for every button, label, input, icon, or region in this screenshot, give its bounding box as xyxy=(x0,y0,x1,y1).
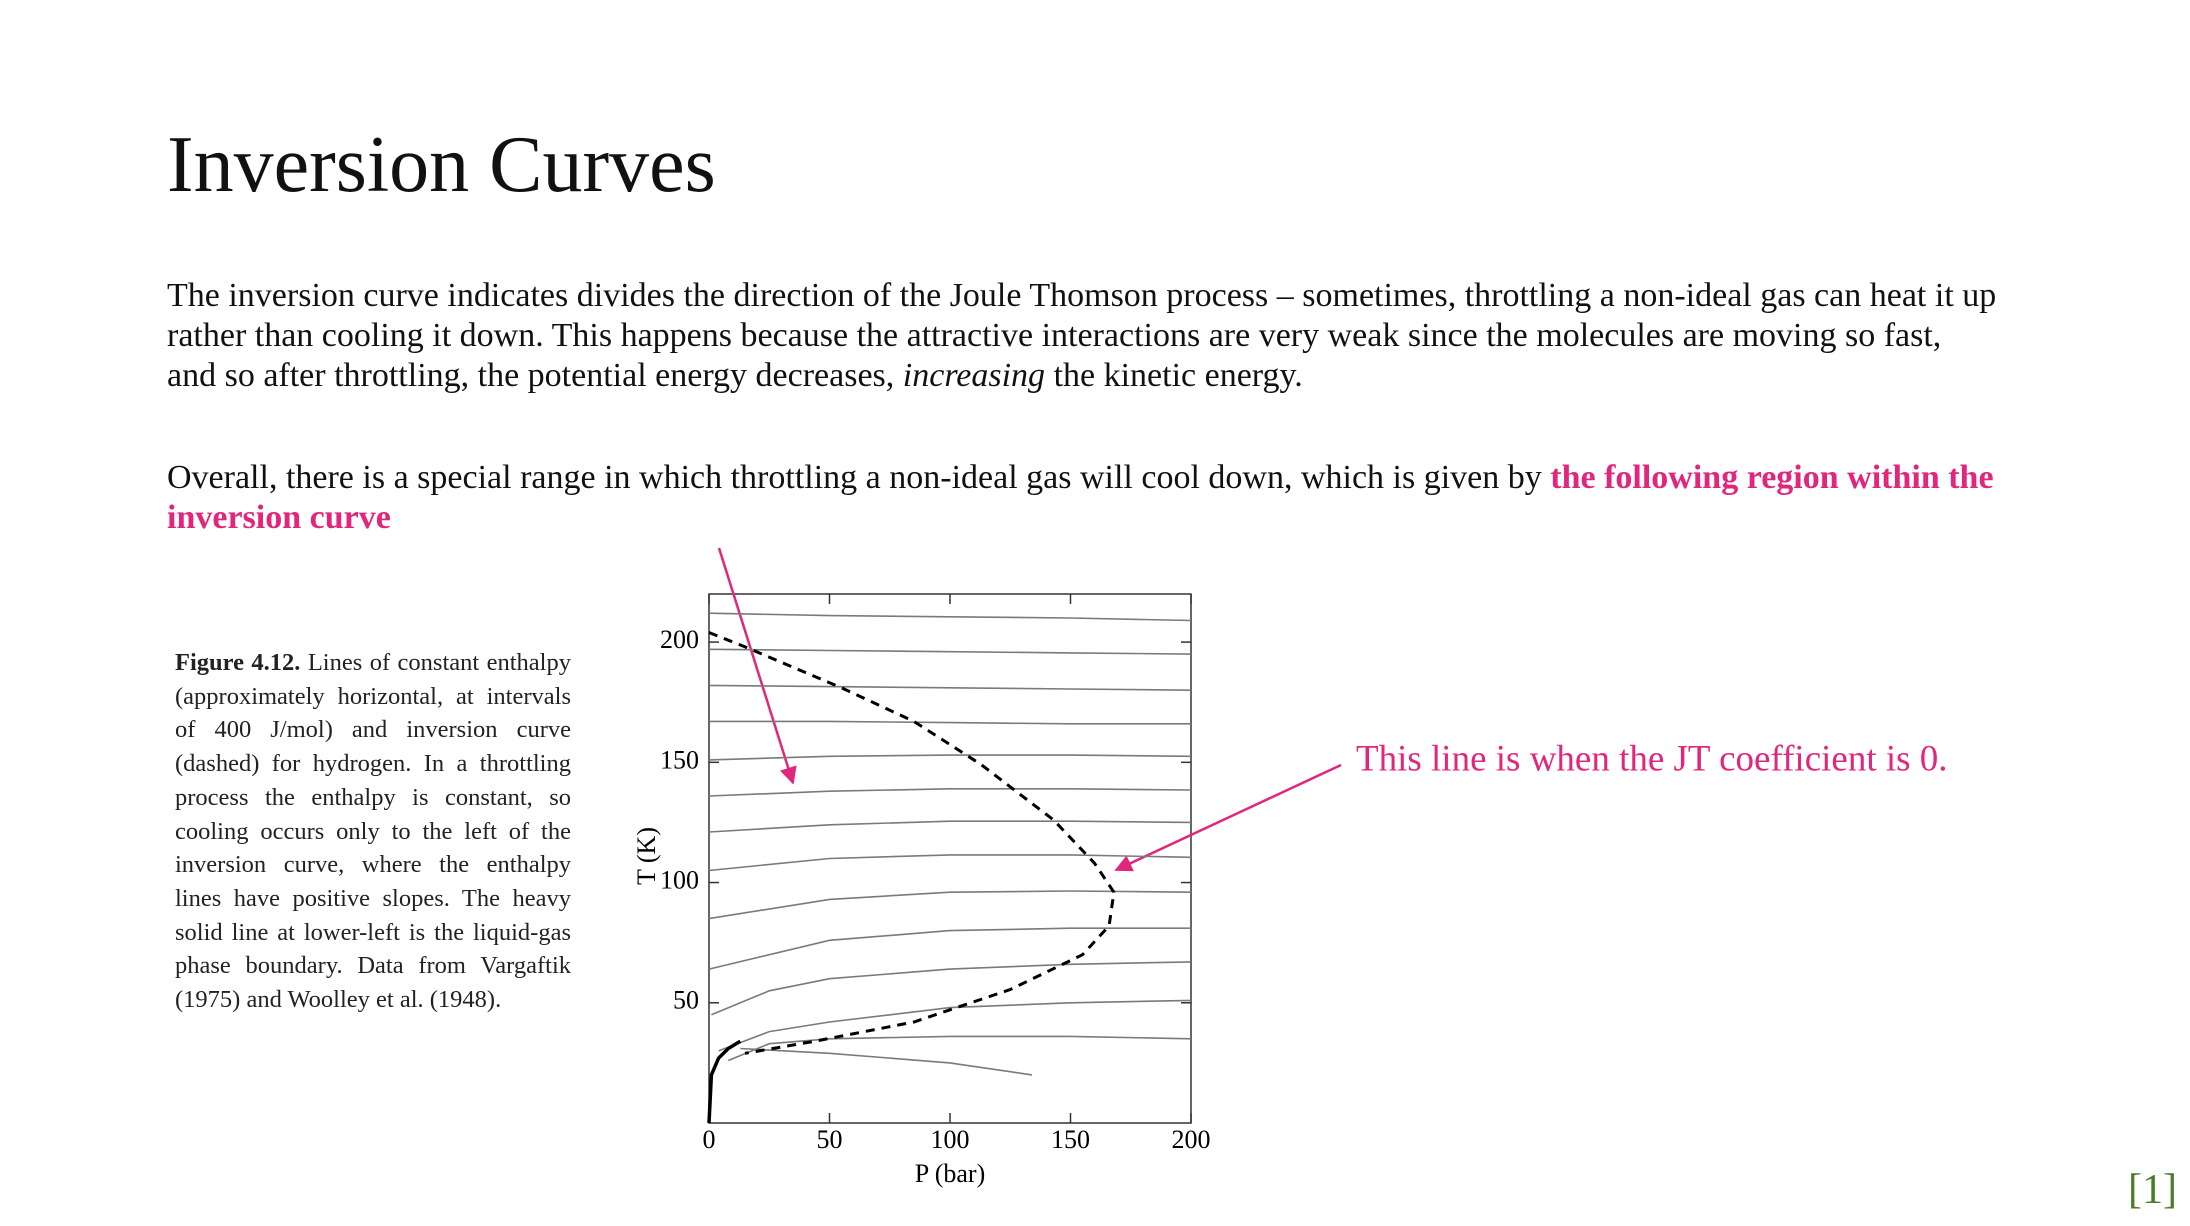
paragraph-text: The inversion curve indicates divides th… xyxy=(167,277,1997,394)
paragraph: The inversion curve indicates divides th… xyxy=(167,276,1997,396)
paragraph: Overall, there is a special range in whi… xyxy=(167,458,1997,538)
phase-boundary xyxy=(707,1039,742,1124)
enthalpy-line xyxy=(708,754,1192,761)
enthalpy-line xyxy=(740,1047,1033,1076)
enthalpy-line xyxy=(711,961,1192,1016)
x-tick-label: 100 xyxy=(931,1125,970,1154)
enthalpy-line xyxy=(709,720,1191,725)
enthalpy-line xyxy=(708,684,1192,691)
caption-text: Lines of constant enthalpy (approximatel… xyxy=(175,649,571,1014)
figure-caption: Figure 4.12. Lines of constant enthalpy … xyxy=(175,646,571,1017)
x-tick-label: 150 xyxy=(1051,1125,1090,1154)
enthalpy-line xyxy=(708,927,1191,970)
citation: [1] xyxy=(2128,1167,2177,1213)
y-tick-label: 150 xyxy=(660,745,699,774)
emphasis: increasing xyxy=(902,357,1046,394)
y-tick-label: 100 xyxy=(660,866,699,895)
y-tick-label: 50 xyxy=(673,986,699,1015)
enthalpy-line xyxy=(708,788,1192,797)
highlight: the following region within the inversio… xyxy=(167,459,1994,536)
enthalpy-line xyxy=(718,999,1192,1052)
paragraph-text: Overall, there is a special range in whi… xyxy=(167,459,1542,496)
y-tick-label: 200 xyxy=(660,625,699,654)
plot-frame xyxy=(708,593,1192,1124)
annotation: This line is when the JT coefficient is … xyxy=(1356,738,1948,779)
slide-title: Inversion Curves xyxy=(167,121,716,209)
enthalpy-line xyxy=(708,820,1192,833)
enthalpy-line xyxy=(708,612,1192,622)
y-axis-label: T (K) xyxy=(632,827,661,885)
enthalpy-line xyxy=(708,890,1192,920)
x-tick-label: 0 xyxy=(703,1125,716,1154)
enthalpy-line xyxy=(708,854,1192,872)
x-tick-label: 50 xyxy=(817,1125,843,1154)
arrow xyxy=(1114,763,1342,872)
paragraph-text: the kinetic energy. xyxy=(1053,357,1303,394)
x-axis-label: P (bar) xyxy=(915,1159,986,1188)
inversion-curve xyxy=(708,631,1116,1055)
enthalpy-line xyxy=(708,648,1192,655)
enthalpy-line xyxy=(727,1035,1192,1062)
x-tick-label: 200 xyxy=(1172,1125,1211,1154)
arrow xyxy=(717,547,797,785)
caption-label: Figure 4.12. xyxy=(175,649,301,676)
